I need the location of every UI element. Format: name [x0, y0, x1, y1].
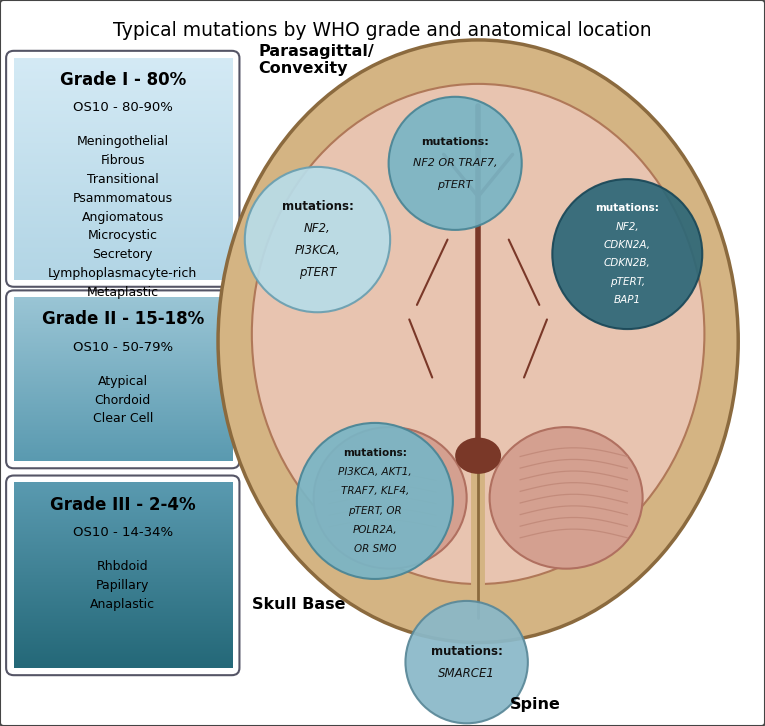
Ellipse shape — [490, 427, 643, 568]
Text: Anaplastic: Anaplastic — [90, 597, 155, 611]
Text: Rhbdoid: Rhbdoid — [97, 560, 148, 573]
Text: Grade I - 80%: Grade I - 80% — [60, 71, 186, 89]
Text: Typical mutations by WHO grade and anatomical location: Typical mutations by WHO grade and anato… — [113, 21, 652, 40]
Ellipse shape — [314, 427, 467, 568]
Text: Angiomatous: Angiomatous — [82, 211, 164, 224]
Text: OS10 - 50-79%: OS10 - 50-79% — [73, 340, 173, 354]
Text: mutations:: mutations: — [595, 203, 659, 213]
Ellipse shape — [245, 167, 390, 312]
Text: mutations:: mutations: — [431, 645, 503, 658]
Text: Parasagittal/
Convexity: Parasagittal/ Convexity — [259, 44, 374, 76]
Text: mutations:: mutations: — [343, 448, 407, 458]
Text: mutations:: mutations: — [282, 200, 353, 213]
Ellipse shape — [552, 179, 702, 329]
Text: PI3KCA,: PI3KCA, — [295, 244, 340, 257]
Text: NF2,: NF2, — [616, 221, 639, 232]
Ellipse shape — [455, 438, 501, 474]
Text: Metaplastic: Metaplastic — [86, 286, 159, 299]
Text: Clear Cell: Clear Cell — [93, 412, 153, 425]
Text: CDKN2B,: CDKN2B, — [604, 258, 651, 269]
Text: Grade II - 15-18%: Grade II - 15-18% — [41, 311, 204, 328]
Text: Grade III - 2-4%: Grade III - 2-4% — [50, 496, 196, 513]
Ellipse shape — [297, 423, 453, 579]
Text: SMARCE1: SMARCE1 — [438, 666, 495, 680]
Ellipse shape — [405, 601, 528, 723]
Text: OS10 - 80-90%: OS10 - 80-90% — [73, 101, 173, 114]
Text: BAP1: BAP1 — [614, 295, 641, 305]
Text: OR SMO: OR SMO — [353, 544, 396, 554]
Text: Microcystic: Microcystic — [88, 229, 158, 242]
Text: pTERT: pTERT — [438, 180, 473, 190]
Text: Spine: Spine — [510, 697, 561, 711]
Text: PI3KCA, AKT1,: PI3KCA, AKT1, — [338, 468, 412, 477]
Text: Fibrous: Fibrous — [100, 154, 145, 167]
Text: pTERT,: pTERT, — [610, 277, 645, 287]
Text: NF2 OR TRAF7,: NF2 OR TRAF7, — [413, 158, 497, 168]
Text: POLR2A,: POLR2A, — [353, 525, 397, 534]
Text: Atypical: Atypical — [98, 375, 148, 388]
Text: Secretory: Secretory — [93, 248, 153, 261]
Text: pTERT: pTERT — [299, 266, 336, 279]
Text: Meningothelial: Meningothelial — [76, 135, 169, 148]
Text: Lymphoplasmacyte-rich: Lymphoplasmacyte-rich — [48, 267, 197, 280]
Text: Transitional: Transitional — [87, 173, 158, 186]
Text: Papillary: Papillary — [96, 579, 149, 592]
Text: TRAF7, KLF4,: TRAF7, KLF4, — [340, 486, 409, 497]
Text: pTERT, OR: pTERT, OR — [348, 505, 402, 515]
Ellipse shape — [389, 97, 522, 230]
Ellipse shape — [252, 84, 705, 584]
Text: CDKN2A,: CDKN2A, — [604, 240, 651, 250]
Text: OS10 - 14-34%: OS10 - 14-34% — [73, 526, 173, 539]
Text: mutations:: mutations: — [422, 136, 489, 147]
Ellipse shape — [218, 40, 738, 643]
Text: Psammomatous: Psammomatous — [73, 192, 173, 205]
Text: NF2,: NF2, — [304, 222, 330, 235]
Text: Skull Base: Skull Base — [252, 597, 346, 611]
Text: Chordoid: Chordoid — [95, 393, 151, 407]
